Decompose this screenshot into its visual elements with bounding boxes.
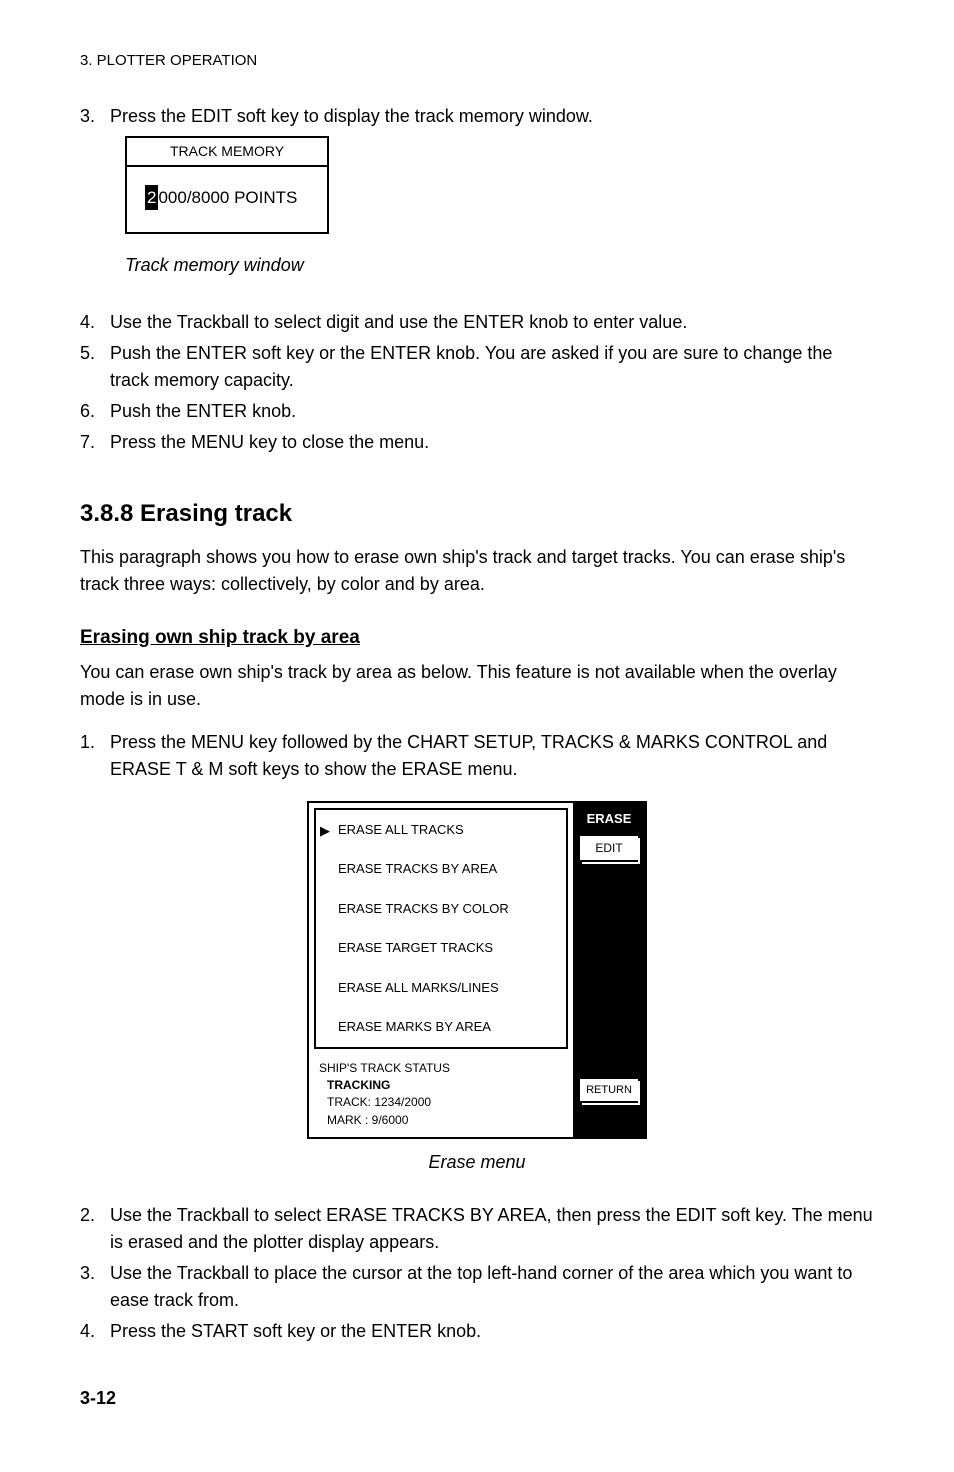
erase-menu-window: ▶ ERASE ALL TRACKS ERASE TRACKS BY AREA … xyxy=(307,801,647,1140)
step-number: 1. xyxy=(80,729,110,783)
step-3: 3. Press the EDIT soft key to display th… xyxy=(80,103,874,130)
menu-label: MENU xyxy=(191,432,244,452)
step-text-part: Push the xyxy=(110,401,186,421)
subsection-paragraph: You can erase own ship's track by area a… xyxy=(80,659,874,713)
step-number: 6. xyxy=(80,398,110,425)
erase-menu-caption: Erase menu xyxy=(80,1149,874,1176)
step-number: 3. xyxy=(80,103,110,130)
step-text: Press the MENU key to close the menu. xyxy=(110,429,874,456)
erase-softkey-header: ERASE xyxy=(587,809,632,829)
section-title: 3.8.8 Erasing track xyxy=(80,496,874,532)
edit-softkey[interactable]: EDIT xyxy=(580,836,638,862)
erase-item-all-marks-lines[interactable]: ERASE ALL MARKS/LINES xyxy=(316,968,566,1008)
selection-triangle-icon: ▶ xyxy=(320,821,330,841)
erase-item-tracks-by-area[interactable]: ERASE TRACKS BY AREA xyxy=(316,849,566,889)
bstep-3: 3. Use the Trackball to place the cursor… xyxy=(80,1260,874,1314)
erase-menu-left: ▶ ERASE ALL TRACKS ERASE TRACKS BY AREA … xyxy=(309,803,573,1138)
erase-item-label: ERASE ALL TRACKS xyxy=(338,822,464,837)
track-memory-body: 2000/8000 POINTS xyxy=(127,167,327,233)
step-text-part: Use the xyxy=(110,1205,177,1225)
track-memory-header: TRACK MEMORY xyxy=(127,138,327,167)
bstep-2: 2. Use the Trackball to select ERASE TRA… xyxy=(80,1202,874,1256)
step-number: 4. xyxy=(80,309,110,336)
track-memory-value: 000/8000 POINTS xyxy=(158,188,297,207)
step-number: 2. xyxy=(80,1202,110,1256)
step-text: Press the MENU key followed by the CHART… xyxy=(110,729,874,783)
top-heading: 3. PLOTTER OPERATION xyxy=(80,50,874,73)
enter-label: ENTER xyxy=(186,401,247,421)
status-line-mark: MARK : 9/6000 xyxy=(319,1112,565,1129)
step-number: 5. xyxy=(80,340,110,394)
step-4: 4. Use the Trackball to select digit and… xyxy=(80,309,874,336)
step-text-part: Press the START soft key or the xyxy=(110,1321,371,1341)
erase-menu-list: ▶ ERASE ALL TRACKS ERASE TRACKS BY AREA … xyxy=(314,808,568,1049)
step-text: Use the Trackball to select digit and us… xyxy=(110,309,874,336)
step-text-part: knob. xyxy=(432,1321,481,1341)
erase-item-marks-by-area[interactable]: ERASE MARKS BY AREA xyxy=(316,1007,566,1047)
track-memory-selected-digit: 2 xyxy=(145,185,158,211)
status-line: SHIP'S TRACK STATUS xyxy=(319,1060,565,1077)
step-text: Use the Trackball to place the cursor at… xyxy=(110,1260,874,1314)
step-text: Use the Trackball to select ERASE TRACKS… xyxy=(110,1202,874,1256)
erase-status-block: SHIP'S TRACK STATUS TRACKING TRACK: 1234… xyxy=(309,1054,573,1138)
erase-menu-figure: ▶ ERASE ALL TRACKS ERASE TRACKS BY AREA … xyxy=(307,801,647,1140)
enter-label: ENTER xyxy=(371,1321,432,1341)
track-memory-window: TRACK MEMORY 2000/8000 POINTS xyxy=(125,136,329,235)
step-text: Press the EDIT soft key to display the t… xyxy=(110,103,874,130)
erase-menu-right: ERASE EDIT RETURN xyxy=(573,803,645,1138)
step-number: 3. xyxy=(80,1260,110,1314)
step-number: 7. xyxy=(80,429,110,456)
step-text-part: key to close the menu. xyxy=(244,432,429,452)
page-number: 3-12 xyxy=(80,1385,874,1412)
trackball-label: Trackball xyxy=(177,312,249,332)
trackball-label: Trackball xyxy=(177,1263,249,1283)
step-text-part: to select digit and use the ENTER knob t… xyxy=(249,312,687,332)
menu-label: MENU xyxy=(191,732,244,752)
step-text: Press the START soft key or the ENTER kn… xyxy=(110,1318,874,1345)
trackball-label: Trackball xyxy=(177,1205,249,1225)
status-line-track: TRACK: 1234/2000 xyxy=(319,1094,565,1111)
step-text: Push the ENTER knob. xyxy=(110,398,874,425)
step-text-part: Use the xyxy=(110,1263,177,1283)
step-7: 7. Press the MENU key to close the menu. xyxy=(80,429,874,456)
step-text-part: Push the ENTER soft key or the xyxy=(110,343,370,363)
bstep-4: 4. Press the START soft key or the ENTER… xyxy=(80,1318,874,1345)
bstep-1: 1. Press the MENU key followed by the CH… xyxy=(80,729,874,783)
section-paragraph: This paragraph shows you how to erase ow… xyxy=(80,544,874,598)
erase-item-target-tracks[interactable]: ERASE TARGET TRACKS xyxy=(316,928,566,968)
erase-item-tracks-by-color[interactable]: ERASE TRACKS BY COLOR xyxy=(316,889,566,929)
step-5: 5. Push the ENTER soft key or the ENTER … xyxy=(80,340,874,394)
step-6: 6. Push the ENTER knob. xyxy=(80,398,874,425)
step-text-part: knob. xyxy=(247,401,296,421)
erase-item-all-tracks[interactable]: ▶ ERASE ALL TRACKS xyxy=(316,810,566,850)
step-text: Push the ENTER soft key or the ENTER kno… xyxy=(110,340,874,394)
step-text-part: Press the xyxy=(110,732,191,752)
status-line-tracking: TRACKING xyxy=(319,1077,565,1094)
step-number: 4. xyxy=(80,1318,110,1345)
track-memory-caption: Track memory window xyxy=(125,252,874,279)
step-text-part: Use the xyxy=(110,312,177,332)
enter-label: ENTER xyxy=(370,343,431,363)
return-softkey[interactable]: RETURN xyxy=(580,1079,638,1104)
subsection-title: Erasing own ship track by area xyxy=(80,624,874,653)
step-text-part: Press the xyxy=(110,432,191,452)
